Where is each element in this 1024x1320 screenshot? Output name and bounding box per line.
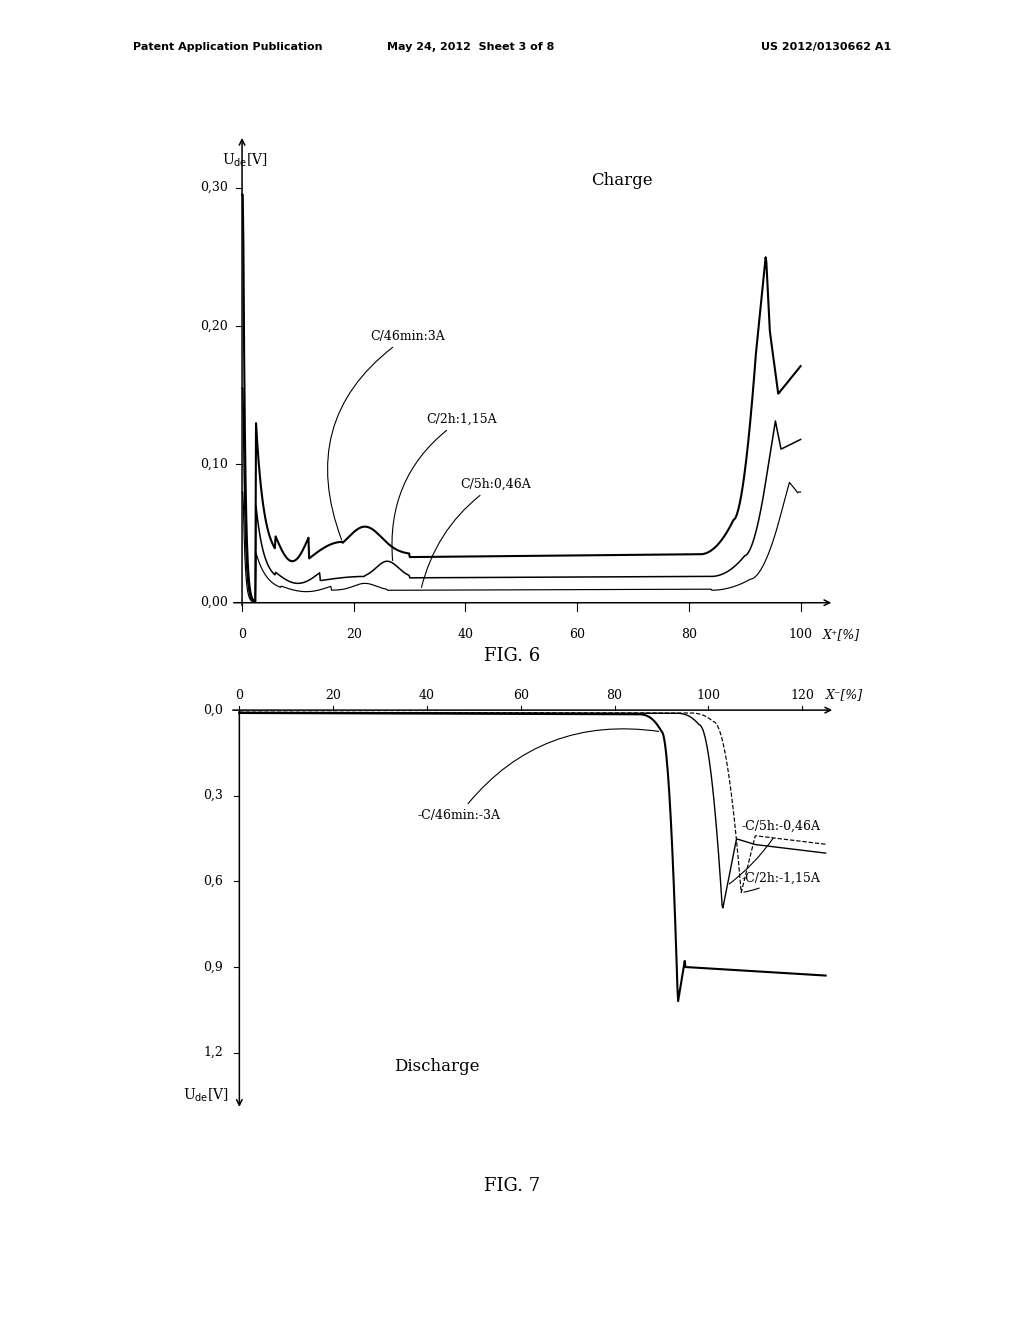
Text: 0,6: 0,6	[203, 875, 223, 888]
Text: 0,3: 0,3	[203, 789, 223, 803]
Text: 0: 0	[236, 689, 244, 701]
Text: 60: 60	[569, 627, 585, 640]
Text: US 2012/0130662 A1: US 2012/0130662 A1	[761, 42, 891, 53]
Text: 0: 0	[238, 627, 246, 640]
Text: FIG. 7: FIG. 7	[484, 1177, 540, 1196]
Text: 0,0: 0,0	[203, 704, 223, 717]
Text: X⁺[%]: X⁺[%]	[823, 627, 860, 640]
Text: 0,20: 0,20	[201, 319, 228, 333]
Text: May 24, 2012  Sheet 3 of 8: May 24, 2012 Sheet 3 of 8	[387, 42, 555, 53]
Text: 60: 60	[513, 689, 528, 701]
Text: C/5h:0,46A: C/5h:0,46A	[422, 478, 530, 587]
Text: Discharge: Discharge	[393, 1059, 479, 1076]
Text: X⁻[%]: X⁻[%]	[825, 689, 863, 701]
Text: U$_{\rm de}$[V]: U$_{\rm de}$[V]	[183, 1086, 229, 1104]
Text: Patent Application Publication: Patent Application Publication	[133, 42, 323, 53]
Text: 1,2: 1,2	[203, 1047, 223, 1059]
Text: C/46min:3A: C/46min:3A	[328, 330, 445, 540]
Text: 20: 20	[346, 627, 361, 640]
Text: -C/2h:-1,15A: -C/2h:-1,15A	[741, 871, 820, 892]
Text: -C/5h:-0,46A: -C/5h:-0,46A	[729, 820, 820, 884]
Text: -C/46min:-3A: -C/46min:-3A	[418, 729, 658, 821]
Text: 0,10: 0,10	[201, 458, 228, 471]
Text: 120: 120	[791, 689, 814, 701]
Text: Charge: Charge	[591, 172, 652, 189]
Text: 40: 40	[419, 689, 435, 701]
Text: 80: 80	[681, 627, 697, 640]
Text: 20: 20	[326, 689, 341, 701]
Text: U$_{\rm de}$[V]: U$_{\rm de}$[V]	[222, 152, 268, 169]
Text: 0,30: 0,30	[201, 181, 228, 194]
Text: 40: 40	[458, 627, 473, 640]
Text: 80: 80	[606, 689, 623, 701]
Text: C/2h:1,15A: C/2h:1,15A	[392, 413, 497, 561]
Text: 0,00: 0,00	[201, 597, 228, 610]
Text: 0,9: 0,9	[203, 961, 223, 973]
Text: 100: 100	[788, 627, 813, 640]
Text: 100: 100	[696, 689, 720, 701]
Text: FIG. 6: FIG. 6	[484, 647, 540, 665]
